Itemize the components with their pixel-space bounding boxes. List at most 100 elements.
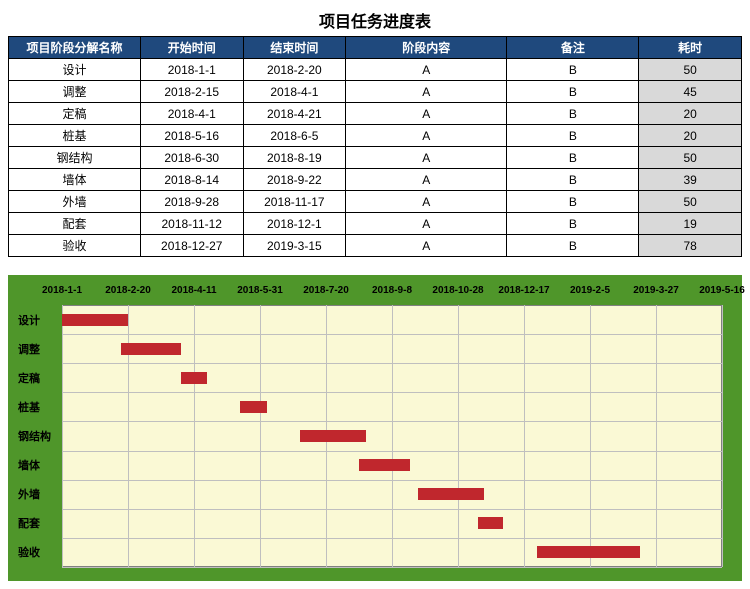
table-cell: B — [507, 103, 639, 125]
table-cell: A — [346, 59, 507, 81]
table-cell: 2018-4-21 — [243, 103, 346, 125]
gantt-x-tick-label: 2019-3-27 — [633, 285, 679, 296]
table-cell: A — [346, 191, 507, 213]
table-cell: A — [346, 169, 507, 191]
table-cell: 45 — [639, 81, 742, 103]
table-cell: 50 — [639, 147, 742, 169]
gantt-x-tick-label: 2018-9-8 — [372, 285, 412, 296]
gantt-bar — [478, 517, 503, 529]
gantt-task-label: 桩基 — [18, 399, 58, 415]
table-cell: 钢结构 — [9, 147, 141, 169]
table-cell: B — [507, 125, 639, 147]
gantt-bar — [62, 314, 128, 326]
gantt-bar — [418, 488, 484, 500]
gantt-x-tick-label: 2018-5-31 — [237, 285, 283, 296]
table-cell: 验收 — [9, 235, 141, 257]
table-row: 定稿2018-4-12018-4-21AB20 — [9, 103, 742, 125]
table-header-cell: 备注 — [507, 37, 639, 59]
table-cell: 2018-4-1 — [140, 103, 243, 125]
table-cell: 桩基 — [9, 125, 141, 147]
table-cell: 配套 — [9, 213, 141, 235]
gantt-x-tick-label: 2018-2-20 — [105, 285, 151, 296]
table-header-cell: 阶段内容 — [346, 37, 507, 59]
table-row: 钢结构2018-6-302018-8-19AB50 — [9, 147, 742, 169]
table-cell: 2019-3-15 — [243, 235, 346, 257]
table-cell: 2018-9-22 — [243, 169, 346, 191]
table-cell: B — [507, 191, 639, 213]
gantt-task-label: 定稿 — [18, 370, 58, 386]
gantt-x-tick-label: 2019-5-16 — [699, 285, 745, 296]
gantt-y-axis: 设计调整定稿桩基钢结构墙体外墙配套验收 — [18, 305, 62, 567]
table-cell: 20 — [639, 103, 742, 125]
table-cell: A — [346, 235, 507, 257]
table-cell: 2018-8-19 — [243, 147, 346, 169]
table-cell: 2018-5-16 — [140, 125, 243, 147]
table-cell: B — [507, 169, 639, 191]
table-cell: 2018-8-14 — [140, 169, 243, 191]
page-title: 项目任务进度表 — [8, 8, 742, 32]
gantt-plot-area — [62, 305, 722, 567]
table-cell: A — [346, 147, 507, 169]
table-cell: 2018-11-17 — [243, 191, 346, 213]
table-row: 设计2018-1-12018-2-20AB50 — [9, 59, 742, 81]
gantt-task-label: 墙体 — [18, 457, 58, 473]
table-cell: 78 — [639, 235, 742, 257]
gantt-bar — [240, 401, 266, 413]
gantt-task-label: 验收 — [18, 544, 58, 560]
table-cell: A — [346, 81, 507, 103]
table-cell: B — [507, 59, 639, 81]
gantt-x-tick-label: 2018-4-11 — [171, 285, 216, 296]
table-row: 验收2018-12-272019-3-15AB78 — [9, 235, 742, 257]
table-cell: B — [507, 147, 639, 169]
table-cell: 20 — [639, 125, 742, 147]
table-cell: 外墙 — [9, 191, 141, 213]
gantt-task-label: 配套 — [18, 515, 58, 531]
gantt-bar — [181, 372, 207, 384]
table-row: 墙体2018-8-142018-9-22AB39 — [9, 169, 742, 191]
gantt-task-label: 外墙 — [18, 486, 58, 502]
gantt-task-label: 设计 — [18, 312, 58, 328]
table-cell: 2018-11-12 — [140, 213, 243, 235]
gantt-bar — [537, 546, 640, 558]
table-header-cell: 耗时 — [639, 37, 742, 59]
table-cell: 墙体 — [9, 169, 141, 191]
table-row: 调整2018-2-152018-4-1AB45 — [9, 81, 742, 103]
table-cell: 2018-1-1 — [140, 59, 243, 81]
table-cell: 2018-6-30 — [140, 147, 243, 169]
table-row: 桩基2018-5-162018-6-5AB20 — [9, 125, 742, 147]
table-cell: A — [346, 103, 507, 125]
gantt-x-tick-label: 2018-10-28 — [432, 285, 483, 296]
table-cell: 2018-9-28 — [140, 191, 243, 213]
table-cell: B — [507, 235, 639, 257]
table-cell: 19 — [639, 213, 742, 235]
table-cell: 50 — [639, 191, 742, 213]
gantt-task-label: 钢结构 — [18, 428, 58, 444]
table-header-cell: 开始时间 — [140, 37, 243, 59]
gantt-x-axis: 2018-1-12018-2-202018-4-112018-5-312018-… — [62, 285, 722, 301]
gantt-x-tick-label: 2019-2-5 — [570, 285, 610, 296]
table-cell: 2018-12-27 — [140, 235, 243, 257]
schedule-table: 项目阶段分解名称开始时间结束时间阶段内容备注耗时 设计2018-1-12018-… — [8, 36, 742, 257]
table-cell: A — [346, 125, 507, 147]
gantt-x-tick-label: 2018-12-17 — [498, 285, 549, 296]
gantt-x-tick-label: 2018-1-1 — [42, 285, 82, 296]
table-row: 配套2018-11-122018-12-1AB19 — [9, 213, 742, 235]
table-cell: 设计 — [9, 59, 141, 81]
table-cell: B — [507, 213, 639, 235]
gantt-bar — [300, 430, 366, 442]
table-cell: 定稿 — [9, 103, 141, 125]
table-cell: 2018-12-1 — [243, 213, 346, 235]
table-cell: 2018-2-15 — [140, 81, 243, 103]
gantt-bar — [121, 343, 180, 355]
table-cell: 2018-2-20 — [243, 59, 346, 81]
table-row: 外墙2018-9-282018-11-17AB50 — [9, 191, 742, 213]
table-cell: B — [507, 81, 639, 103]
table-cell: 调整 — [9, 81, 141, 103]
table-cell: 2018-6-5 — [243, 125, 346, 147]
table-cell: 2018-4-1 — [243, 81, 346, 103]
table-header-cell: 项目阶段分解名称 — [9, 37, 141, 59]
table-cell: 39 — [639, 169, 742, 191]
gantt-x-tick-label: 2018-7-20 — [303, 285, 349, 296]
table-cell: 50 — [639, 59, 742, 81]
table-header-cell: 结束时间 — [243, 37, 346, 59]
